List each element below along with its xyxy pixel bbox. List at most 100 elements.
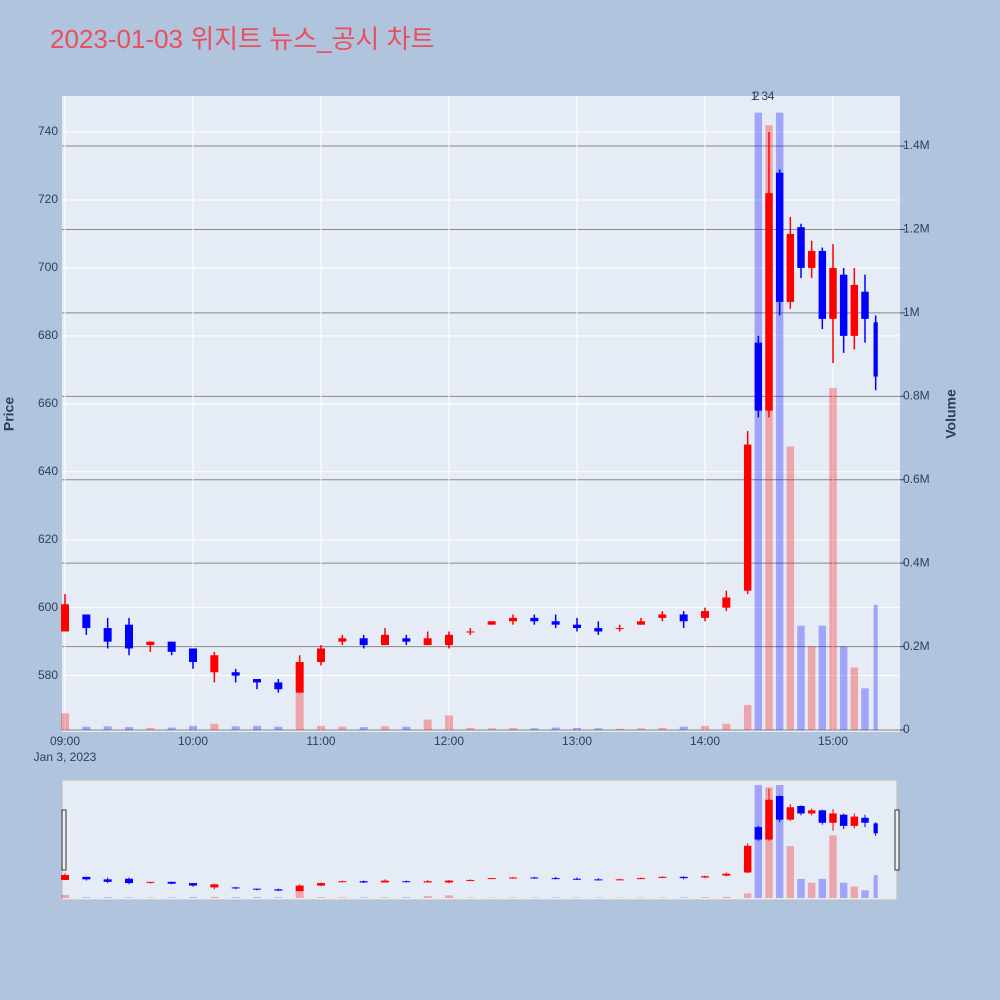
- slider-handle[interactable]: [61, 809, 67, 871]
- candle-body: [765, 193, 773, 411]
- candle-body: [338, 638, 347, 642]
- volume-bar: [167, 727, 176, 730]
- candle-body: [61, 604, 69, 632]
- x-tick-label: 10:00: [178, 734, 208, 748]
- annotation: 1: [751, 89, 758, 103]
- candle-body: [274, 889, 283, 891]
- y2-tick-label: 0.6M: [903, 472, 930, 486]
- y2-axis-title: Volume: [943, 389, 959, 439]
- volume-bar: [658, 727, 667, 730]
- volume-bar: [873, 875, 878, 898]
- volume-bar: [722, 896, 731, 898]
- candle-body: [61, 874, 69, 880]
- volume-bar: [125, 897, 133, 898]
- y-tick-label: 600: [38, 600, 58, 614]
- volume-bar: [359, 897, 368, 898]
- volume-bar: [381, 726, 389, 730]
- candle-body: [797, 227, 805, 268]
- candle-body: [722, 597, 731, 608]
- volume-bar: [82, 897, 91, 898]
- volume-bar: [189, 725, 197, 730]
- y-tick-label: 580: [38, 668, 58, 682]
- volume-bar: [829, 387, 837, 730]
- candle-body: [743, 845, 752, 873]
- candle-body: [615, 628, 624, 630]
- candle-body: [210, 884, 219, 888]
- volume-bar: [317, 725, 325, 730]
- candle-body: [253, 679, 261, 683]
- candle-body: [861, 817, 869, 823]
- y-tick-label: 620: [38, 532, 58, 546]
- volume-bar: [487, 728, 496, 730]
- candle-body: [775, 172, 784, 302]
- volume-bar: [861, 890, 869, 898]
- candle-body: [423, 638, 432, 646]
- y-tick-label: 680: [38, 328, 58, 342]
- volume-bar: [551, 727, 560, 730]
- volume-bar: [402, 726, 411, 730]
- candle-body: [615, 879, 624, 881]
- candle-body: [359, 881, 368, 883]
- candle-body: [850, 816, 859, 826]
- x-tick-label: 13:00: [562, 734, 592, 748]
- candle-body: [231, 672, 240, 676]
- candle-body: [402, 881, 411, 883]
- candle-body: [594, 879, 603, 881]
- candle-body: [274, 682, 283, 690]
- x-tick-label: 15:00: [818, 734, 848, 748]
- volume-bar: [210, 723, 219, 730]
- candle-body: [829, 813, 837, 823]
- candle-body: [189, 648, 197, 663]
- candle-body: [701, 611, 709, 618]
- candle-body: [637, 621, 645, 625]
- annotation: 2: [753, 89, 760, 103]
- y-tick-label: 740: [38, 124, 58, 138]
- volume-bar: [125, 727, 133, 730]
- slider-handle[interactable]: [894, 809, 900, 871]
- candle-body: [317, 883, 325, 886]
- y2-tick-label: 1M: [903, 305, 920, 319]
- y-tick-label: 720: [38, 192, 58, 206]
- volume-bar: [103, 726, 112, 730]
- volume-bar: [231, 726, 240, 730]
- candle-body: [466, 879, 475, 881]
- volume-bar: [103, 897, 112, 898]
- volume-bar: [338, 726, 347, 730]
- volume-bar: [445, 715, 453, 730]
- annotation: 3: [761, 89, 768, 103]
- volume-bar: [402, 897, 411, 898]
- candle-body: [786, 807, 795, 820]
- volume-bar: [466, 727, 475, 730]
- candle-body: [146, 641, 155, 646]
- volume-bar: [786, 446, 795, 730]
- volume-bar: [829, 835, 837, 898]
- candle-body: [530, 877, 539, 879]
- volume-bar: [231, 897, 240, 898]
- candle-body: [146, 881, 155, 883]
- candle-body: [189, 883, 197, 886]
- candle-body: [701, 876, 709, 878]
- volume-bar: [61, 713, 69, 730]
- candle-body: [818, 250, 827, 319]
- candle-body: [818, 810, 827, 823]
- candle-body: [359, 638, 368, 646]
- candle-body: [317, 648, 325, 663]
- y2-tick-label: 0.4M: [903, 555, 930, 569]
- volume-bar: [722, 723, 731, 730]
- volume-bar: [701, 897, 709, 898]
- volume-bar: [423, 896, 432, 898]
- candle-body: [253, 888, 261, 890]
- candle-body: [873, 322, 878, 377]
- candle-body: [125, 624, 133, 649]
- volume-bar: [637, 728, 645, 730]
- x-tick-label: 11:00: [306, 734, 335, 748]
- candle-body: [295, 662, 304, 693]
- volume-bar: [359, 727, 368, 730]
- candle-body: [786, 233, 795, 302]
- candle-body: [658, 876, 667, 878]
- candle-body: [381, 634, 389, 646]
- y2-tick-label: 0: [903, 722, 910, 736]
- volume-bar: [530, 728, 539, 730]
- candle-body: [82, 614, 91, 629]
